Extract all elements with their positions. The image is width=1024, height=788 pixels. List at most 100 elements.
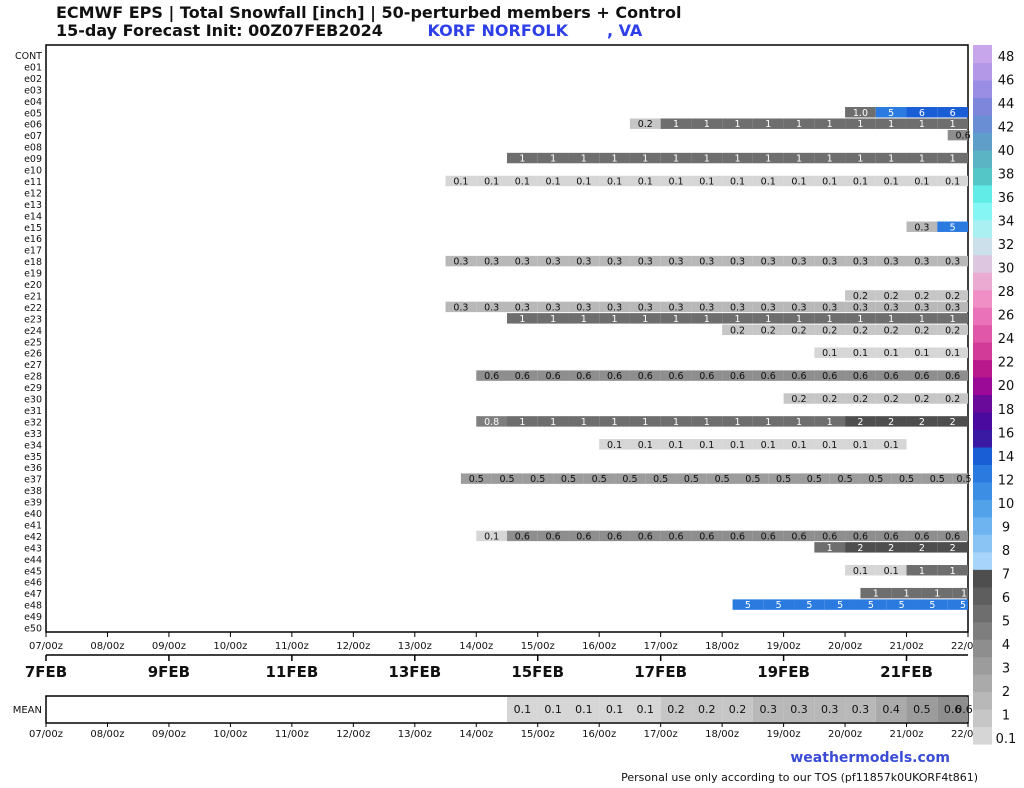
cell-label: 1 (904, 589, 910, 600)
snow-cell (599, 255, 630, 267)
cell-label: 0.2 (945, 291, 960, 302)
cell-label: 0.2 (914, 394, 929, 405)
cell-label: 0.3 (638, 302, 653, 313)
snow-cell (691, 152, 723, 164)
snow-cell (537, 255, 569, 267)
mean-x-tick-label: 20/00z (828, 729, 862, 740)
snow-cell (845, 152, 876, 164)
member-label: e02 (24, 74, 42, 85)
cell-label: 0.6 (699, 531, 714, 542)
cell-label: 0.5 (807, 474, 822, 485)
cell-label: 0.6 (699, 371, 714, 382)
snow-cell (722, 313, 753, 324)
snow-cell (629, 152, 661, 164)
snow-cell (629, 118, 661, 129)
snow-cell (599, 530, 630, 542)
snow-cell (752, 175, 784, 187)
cell-label: 0.1 (945, 348, 960, 359)
cell-label: 0.3 (761, 302, 776, 313)
member-label: e11 (24, 177, 42, 188)
snow-cell (722, 370, 753, 381)
cell-label: 0.1 (884, 440, 899, 451)
snow-cell (599, 301, 630, 313)
colorbar-tick-label: 32 (998, 238, 1015, 253)
cell-label: 0.1 (576, 176, 591, 187)
cell-label: 2 (919, 543, 925, 554)
snow-cell (783, 416, 815, 427)
member-label: e16 (24, 234, 42, 245)
snow-cell (845, 301, 876, 313)
colorbar-segment (973, 79, 992, 99)
snow-cell (783, 530, 815, 542)
snow-cell (952, 473, 968, 484)
member-label: e31 (24, 406, 42, 417)
cell-label: 0.3 (730, 302, 745, 313)
snow-cell (722, 301, 753, 313)
cell-label: 0.5 (956, 474, 971, 485)
cell-label: 5 (837, 600, 843, 611)
cell-label: 0.1 (791, 440, 806, 451)
cell-label: 1 (919, 314, 925, 325)
snow-cell (906, 118, 938, 129)
colorbar-segment (973, 394, 992, 413)
snow-cell (660, 301, 692, 313)
cell-label: 0.3 (638, 257, 653, 268)
snow-cell (906, 301, 938, 313)
colorbar-tick-label: 10 (998, 497, 1015, 512)
cell-label: 0.5 (684, 474, 699, 485)
member-label: e20 (24, 280, 42, 291)
colorbar-segment (973, 534, 992, 553)
snow-cell (845, 255, 876, 267)
member-label: e09 (24, 154, 42, 165)
snow-cell (845, 118, 876, 129)
cell-label: 0.5 (776, 474, 791, 485)
cell-label: 5 (776, 600, 782, 611)
colorbar-tick-label: 28 (998, 285, 1015, 300)
cell-label: 0.2 (791, 325, 806, 336)
cell-label: 1 (827, 417, 833, 428)
snow-cell (537, 175, 569, 187)
snow-cell (752, 439, 784, 450)
cell-label: 0.5 (592, 474, 607, 485)
cell-label: 0.6 (668, 371, 683, 382)
member-label: e50 (24, 624, 42, 635)
snow-cell (507, 255, 538, 267)
cell-label: 1 (934, 589, 940, 600)
mean-x-tick-label: 16/00z (582, 729, 616, 740)
snow-cell (507, 370, 538, 381)
cell-label: 0.3 (699, 257, 714, 268)
cell-label: 1 (673, 119, 679, 130)
colorbar-tick-label: 42 (998, 121, 1015, 136)
snow-cell (875, 255, 907, 267)
cell-label: 0.5 (930, 474, 945, 485)
cell-label: 0.1 (699, 176, 714, 187)
cell-label: 1 (519, 417, 525, 428)
cell-label: 2 (857, 543, 863, 554)
x-tick-label: 21/00z (889, 641, 923, 652)
snow-cell (783, 439, 815, 450)
cell-label: 5 (960, 600, 966, 611)
cell-label: 1 (827, 119, 833, 130)
colorbar-segment (973, 656, 992, 675)
snow-cell (599, 313, 630, 324)
x-tick-label: 08/00z (90, 641, 124, 652)
snow-cell (845, 416, 876, 427)
snow-cell (629, 175, 661, 187)
snow-cell (814, 370, 846, 381)
snow-cell (886, 599, 917, 610)
snow-cell (937, 255, 968, 267)
colorbar-tick-label: 26 (998, 309, 1015, 324)
colorbar-tick-label: 16 (998, 426, 1015, 441)
snow-cell (691, 301, 723, 313)
member-label: e30 (24, 395, 42, 406)
snow-cell (507, 530, 538, 542)
x-tick-label: 09/00z (152, 641, 186, 652)
cell-label: 0.6 (546, 371, 561, 382)
snow-cell (476, 370, 507, 381)
cell-label: 0.3 (914, 222, 929, 233)
colorbar-segment (973, 709, 992, 728)
mean-cell (691, 697, 723, 722)
snow-cell (916, 599, 948, 610)
snow-cell (845, 347, 876, 358)
colorbar-segment (973, 307, 992, 326)
